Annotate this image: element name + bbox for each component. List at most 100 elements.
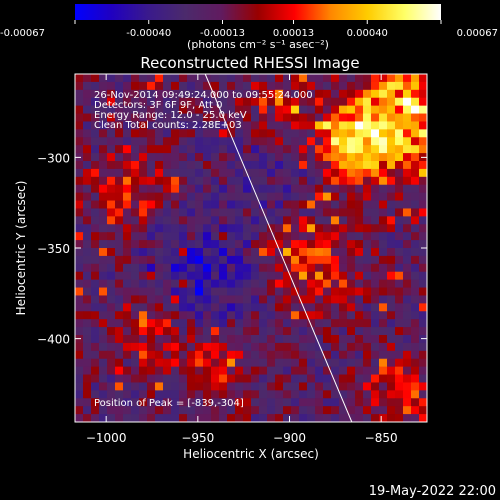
heatmap-cell xyxy=(299,382,308,391)
heatmap-cell xyxy=(131,200,140,210)
heatmap-cell xyxy=(323,129,332,138)
heatmap-cell xyxy=(307,240,316,249)
heatmap-cell xyxy=(331,105,340,115)
heatmap-cell xyxy=(347,224,356,233)
heatmap-cell xyxy=(411,248,420,257)
heatmap-cell xyxy=(187,97,196,107)
heatmap-cell xyxy=(179,89,188,99)
heatmap-cell xyxy=(219,224,228,233)
heatmap-cell xyxy=(411,414,420,422)
heatmap-cell xyxy=(219,232,228,241)
heatmap-cell xyxy=(267,303,276,312)
heatmap-cell xyxy=(211,335,220,344)
heatmap-cell xyxy=(195,200,204,210)
heatmap-cell xyxy=(131,81,140,91)
heatmap-cell xyxy=(131,382,140,391)
heatmap-cell xyxy=(83,97,92,107)
heatmap-cell xyxy=(83,200,92,210)
heatmap-cell xyxy=(195,216,204,225)
heatmap-cell xyxy=(155,161,164,170)
colorbar-tick-label: 0.00040 xyxy=(347,28,388,39)
heatmap-cell xyxy=(227,224,236,233)
heatmap-cell xyxy=(91,81,100,91)
heatmap-cell xyxy=(379,406,388,415)
heatmap-cell xyxy=(163,145,172,154)
heatmap-cell xyxy=(299,208,308,217)
heatmap-cell xyxy=(395,248,404,257)
heatmap-cell xyxy=(139,279,148,289)
heatmap-cell xyxy=(347,137,356,146)
heatmap-cell xyxy=(347,74,356,83)
heatmap-cell xyxy=(395,200,404,210)
heatmap-cell xyxy=(131,390,140,399)
heatmap-cell xyxy=(115,295,124,304)
heatmap-cell xyxy=(203,137,212,146)
heatmap-cell xyxy=(275,327,284,336)
heatmap-cell xyxy=(139,89,148,99)
heatmap-cell xyxy=(107,184,116,194)
heatmap-cell xyxy=(203,350,212,360)
heatmap-cell xyxy=(235,137,244,146)
heatmap-cell xyxy=(211,184,220,194)
heatmap-cell xyxy=(355,414,364,422)
heatmap-cell xyxy=(395,153,404,162)
heatmap-cell xyxy=(115,168,124,178)
heatmap-cell xyxy=(331,81,340,91)
heatmap-cell xyxy=(227,327,236,336)
heatmap-cell xyxy=(315,350,324,360)
heatmap-cell xyxy=(75,248,84,257)
colorbar-bar xyxy=(75,4,441,20)
heatmap-cell xyxy=(99,137,108,146)
heatmap-cell xyxy=(259,406,268,415)
heatmap-cell xyxy=(139,168,148,178)
heatmap-cell xyxy=(179,81,188,91)
heatmap-cell xyxy=(83,121,92,130)
heatmap-cell xyxy=(155,311,164,320)
heatmap-cell xyxy=(211,342,220,352)
heatmap-cell xyxy=(411,406,420,415)
heatmap-cell xyxy=(395,105,404,115)
heatmap-cell xyxy=(243,279,252,289)
heatmap-cell xyxy=(347,216,356,225)
heatmap-cell xyxy=(283,200,292,210)
heatmap-cell xyxy=(75,192,84,202)
heatmap-cell xyxy=(83,350,92,360)
heatmap-cell xyxy=(299,255,308,265)
heatmap-cell xyxy=(131,327,140,336)
heatmap-cell xyxy=(75,129,84,138)
heatmap-cell xyxy=(107,311,116,320)
heatmap-cell xyxy=(403,121,412,130)
heatmap-cell xyxy=(171,105,180,115)
heatmap-cell xyxy=(115,137,124,146)
heatmap-cell xyxy=(83,161,92,170)
heatmap-cell xyxy=(107,398,116,407)
heatmap-cell xyxy=(123,271,132,281)
heatmap-cell xyxy=(227,89,236,99)
heatmap-cell xyxy=(115,153,124,162)
heatmap-cell xyxy=(403,129,412,138)
heatmap-cell xyxy=(163,255,172,265)
heatmap-cell xyxy=(163,366,172,376)
heatmap-cell xyxy=(395,81,404,91)
heatmap-cell xyxy=(363,176,372,186)
heatmap-cell xyxy=(115,121,124,130)
heatmap-cell xyxy=(251,295,260,304)
heatmap-cell xyxy=(147,255,156,265)
heatmap-cell xyxy=(107,374,116,384)
heatmap-cell xyxy=(203,382,212,391)
heatmap-cell xyxy=(275,232,284,241)
heatmap-cell xyxy=(355,137,364,146)
heatmap-cell xyxy=(235,287,244,297)
heatmap-cell xyxy=(363,295,372,304)
heatmap-cell xyxy=(163,279,172,289)
heatmap-cell xyxy=(139,105,148,115)
heatmap-cell xyxy=(83,366,92,376)
heatmap-cell xyxy=(179,398,188,407)
heatmap-cell xyxy=(307,184,316,194)
heatmap-cell xyxy=(411,398,420,407)
heatmap-cell xyxy=(179,240,188,249)
heatmap-cell xyxy=(235,113,244,123)
heatmap-cell xyxy=(363,390,372,399)
heatmap-cell xyxy=(75,406,84,415)
heatmap-cell xyxy=(291,184,300,194)
